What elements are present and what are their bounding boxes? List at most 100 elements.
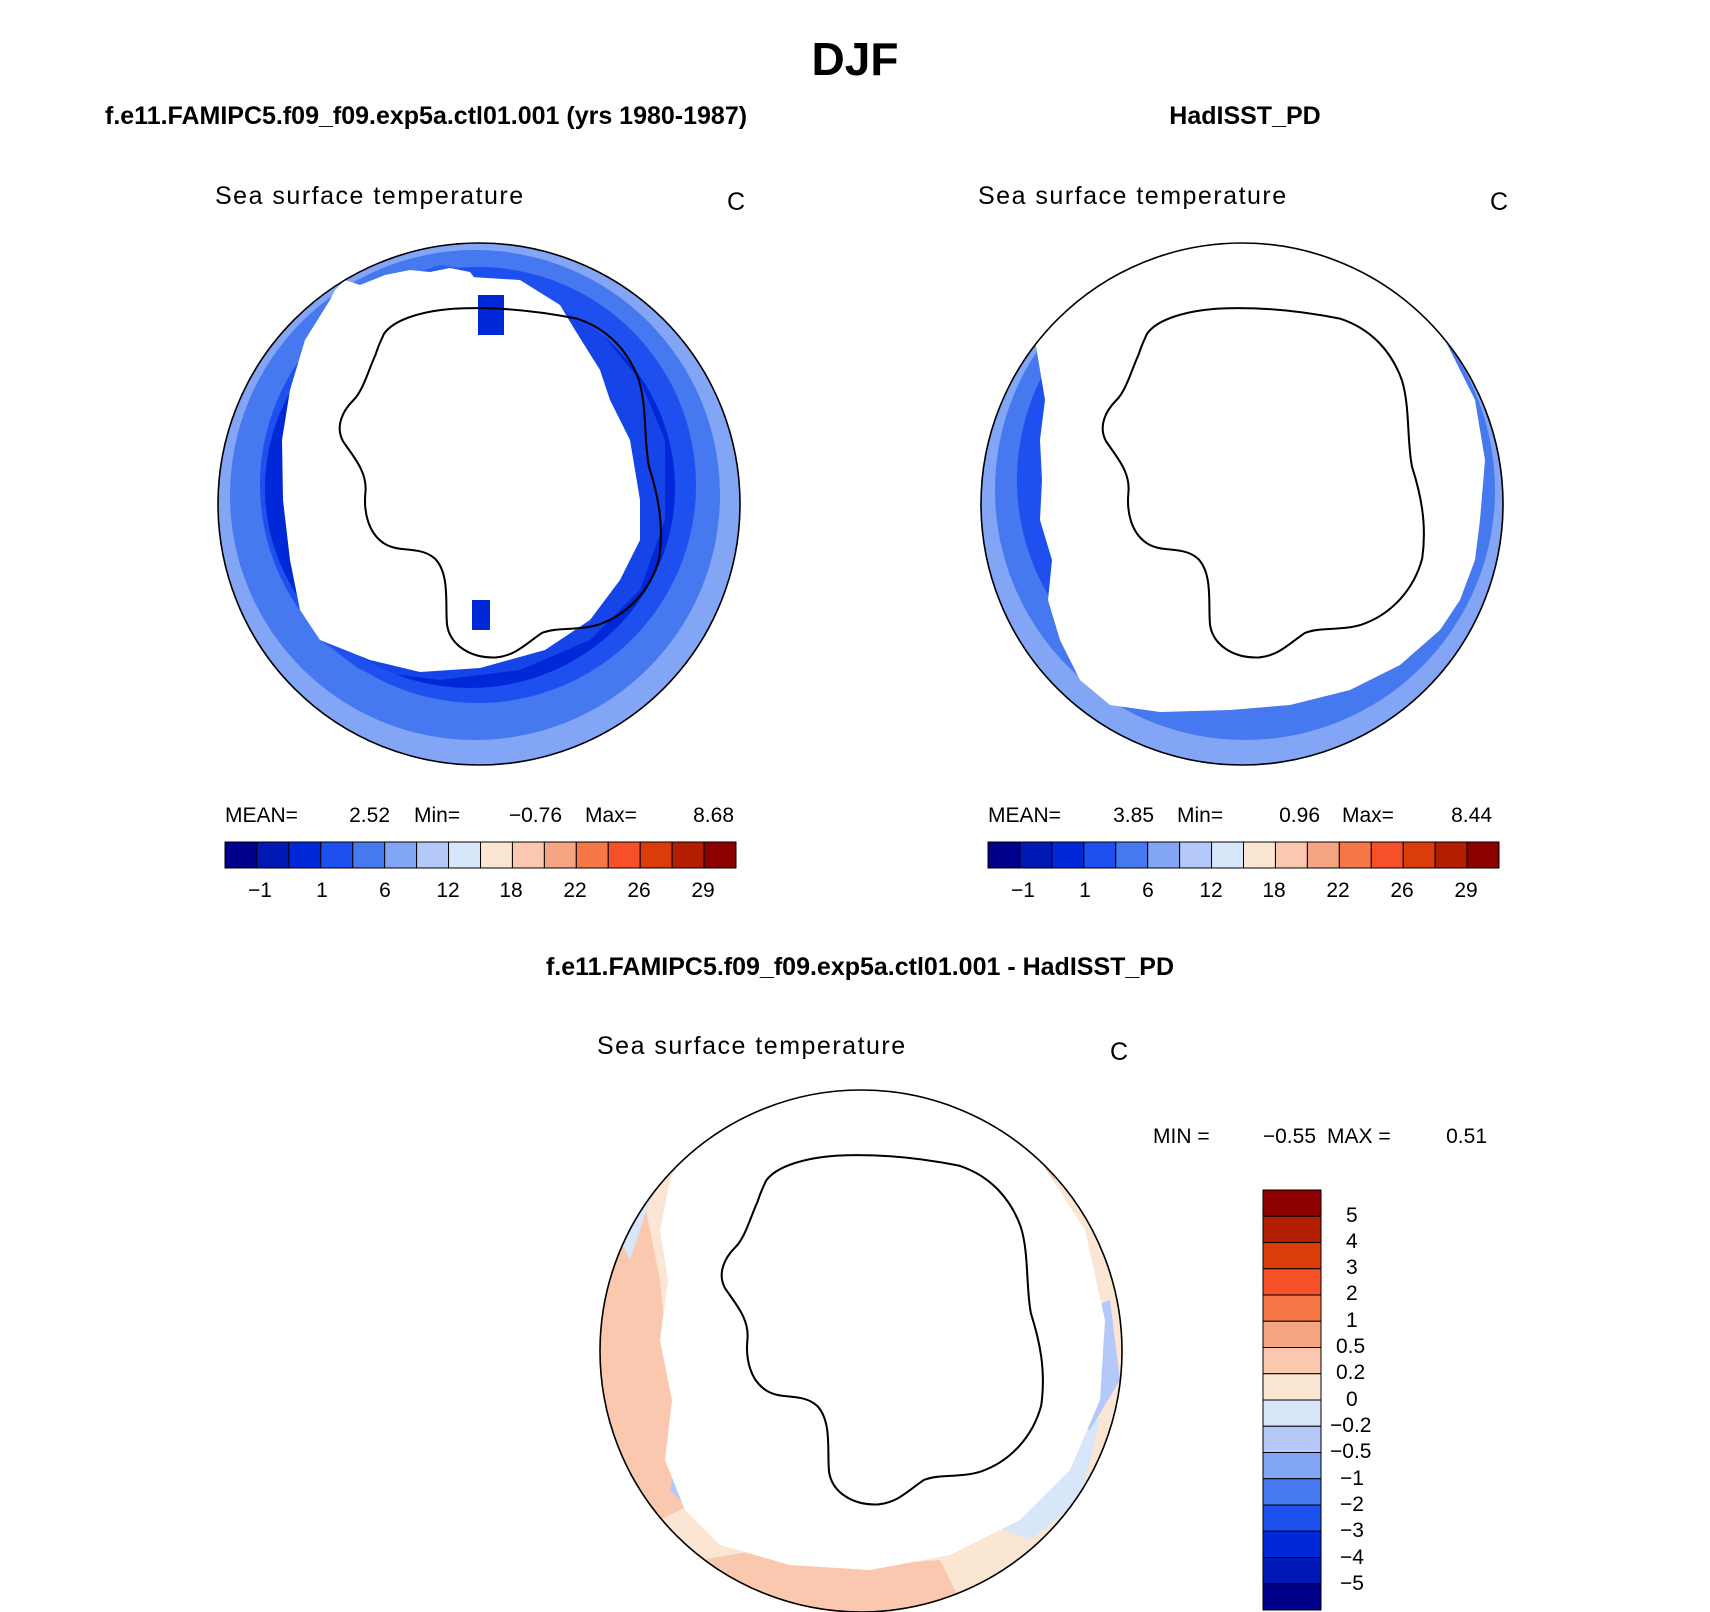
colorbar-swatch bbox=[448, 841, 481, 869]
polar-map-diff bbox=[599, 1089, 1123, 1612]
colorbar-swatch bbox=[1262, 1320, 1322, 1348]
colorbar-obs bbox=[987, 841, 1500, 869]
colorbar-swatch bbox=[1262, 1189, 1322, 1217]
tick-label: 26 bbox=[627, 879, 650, 902]
max-label: MAX = bbox=[1327, 1125, 1391, 1148]
colorbar-swatch bbox=[1306, 841, 1340, 869]
figure-title: DJF bbox=[812, 33, 899, 85]
colorbar-swatch bbox=[1262, 1242, 1322, 1270]
polar-map-obs bbox=[980, 242, 1504, 766]
tick-label: −1 bbox=[1011, 879, 1035, 902]
polar-map-model bbox=[217, 242, 741, 766]
tick-label: 22 bbox=[563, 879, 586, 902]
colorbar-swatch bbox=[1262, 1530, 1322, 1558]
tick-label: 18 bbox=[499, 879, 522, 902]
colorbar-swatch bbox=[511, 841, 545, 869]
tick-label: 29 bbox=[691, 879, 714, 902]
max-value: 8.44 bbox=[1451, 804, 1492, 827]
colorbar-swatch bbox=[352, 841, 386, 869]
colorbar-swatch bbox=[543, 841, 577, 869]
colorbar-swatch bbox=[1262, 1294, 1322, 1322]
panel-obs-header: HadISST_PD bbox=[1169, 102, 1320, 130]
colorbar-swatch bbox=[671, 841, 705, 869]
colorbar-swatch bbox=[1262, 1504, 1322, 1532]
colorbar-swatch bbox=[480, 841, 513, 869]
panel-model-units: C bbox=[727, 188, 745, 216]
mean-value: 2.52 bbox=[349, 804, 390, 827]
colorbar-swatch bbox=[703, 841, 737, 869]
tick-label: 1 bbox=[1346, 1309, 1358, 1332]
tick-label: 0.2 bbox=[1336, 1361, 1365, 1384]
tick-label: 0 bbox=[1346, 1388, 1358, 1411]
colorbar-swatch bbox=[416, 841, 450, 869]
colorbar-swatch bbox=[1466, 841, 1500, 869]
tick-label: 5 bbox=[1346, 1204, 1358, 1227]
tick-label: −0.5 bbox=[1330, 1440, 1371, 1463]
max-label: Max= bbox=[585, 804, 637, 827]
max-label: Max= bbox=[1342, 804, 1394, 827]
colorbar-swatch bbox=[1262, 1268, 1322, 1296]
min-label: Min= bbox=[1177, 804, 1223, 827]
colorbar-swatch bbox=[607, 841, 641, 869]
min-label: MIN = bbox=[1153, 1125, 1210, 1148]
panel-model-stats: MEAN= 2.52 Min= −0.76 Max= 8.68 bbox=[225, 804, 734, 827]
panel-obs-stats: MEAN= 3.85 Min= 0.96 Max= 8.44 bbox=[988, 804, 1492, 827]
colorbar-swatch bbox=[1262, 1478, 1322, 1506]
colorbar-diff-ticks: 5 4 3 2 1 0.5 0.2 0 −0.2 −0.5 −1 −2 −3 −… bbox=[1330, 1204, 1371, 1595]
tick-label: 12 bbox=[1199, 879, 1222, 902]
colorbar-swatch bbox=[1402, 841, 1436, 869]
colorbar-obs-ticks: −1 1 6 12 18 22 26 29 bbox=[1011, 879, 1478, 902]
colorbar-swatch bbox=[1083, 841, 1117, 869]
colorbar-swatch bbox=[987, 841, 1021, 869]
colorbar-model bbox=[224, 841, 737, 869]
panel-diff: f.e11.FAMIPC5.f09_f09.exp5a.ctl01.001 - … bbox=[546, 953, 1487, 1612]
colorbar-swatch bbox=[384, 841, 418, 869]
tick-label: −4 bbox=[1340, 1546, 1364, 1569]
tick-label: −5 bbox=[1340, 1572, 1364, 1595]
tick-label: 12 bbox=[436, 879, 459, 902]
tick-label: 18 bbox=[1262, 879, 1285, 902]
tick-label: 1 bbox=[316, 879, 328, 902]
panel-model-variable: Sea surface temperature bbox=[215, 182, 525, 210]
panel-diff-header: f.e11.FAMIPC5.f09_f09.exp5a.ctl01.001 - … bbox=[546, 953, 1174, 981]
min-label: Min= bbox=[414, 804, 460, 827]
tick-label: 1 bbox=[1079, 879, 1091, 902]
tick-label: −1 bbox=[1340, 1467, 1364, 1490]
panel-obs-variable: Sea surface temperature bbox=[978, 182, 1288, 210]
mean-label: MEAN= bbox=[225, 804, 298, 827]
min-value: −0.55 bbox=[1263, 1125, 1316, 1148]
colorbar-swatch bbox=[1115, 841, 1149, 869]
colorbar-swatch bbox=[575, 841, 609, 869]
panel-diff-stats: MIN = −0.55 MAX = 0.51 bbox=[1153, 1125, 1487, 1148]
panel-model-header: f.e11.FAMIPC5.f09_f09.exp5a.ctl01.001 (y… bbox=[105, 102, 747, 130]
tick-label: −1 bbox=[248, 879, 272, 902]
colorbar-swatch bbox=[288, 841, 322, 869]
panel-obs: HadISST_PD Sea surface temperature C MEA… bbox=[978, 102, 1508, 902]
colorbar-swatch bbox=[1370, 841, 1404, 869]
colorbar-swatch bbox=[1274, 841, 1308, 869]
tick-label: −3 bbox=[1340, 1519, 1364, 1542]
colorbar-swatch bbox=[1051, 841, 1085, 869]
colorbar-swatch bbox=[1262, 1215, 1322, 1243]
mean-value: 3.85 bbox=[1113, 804, 1154, 827]
panel-model: f.e11.FAMIPC5.f09_f09.exp5a.ctl01.001 (y… bbox=[105, 102, 747, 902]
tick-label: 2 bbox=[1346, 1282, 1358, 1305]
tick-label: −0.2 bbox=[1330, 1414, 1371, 1437]
tick-label: 6 bbox=[379, 879, 391, 902]
colorbar-swatch bbox=[1262, 1373, 1322, 1401]
colorbar-swatch bbox=[1338, 841, 1372, 869]
mean-label: MEAN= bbox=[988, 804, 1061, 827]
tick-label: 6 bbox=[1142, 879, 1154, 902]
colorbar-swatch bbox=[1243, 841, 1276, 869]
tick-label: 26 bbox=[1390, 879, 1413, 902]
colorbar-diff bbox=[1262, 1189, 1322, 1611]
tick-label: 4 bbox=[1346, 1230, 1358, 1253]
panel-diff-variable: Sea surface temperature bbox=[597, 1032, 907, 1060]
colorbar-swatch bbox=[1434, 841, 1468, 869]
colorbar-model-ticks: −1 1 6 12 18 22 26 29 bbox=[248, 879, 715, 902]
colorbar-swatch bbox=[1262, 1399, 1322, 1427]
colorbar-swatch bbox=[1179, 841, 1213, 869]
panel-diff-units: C bbox=[1110, 1038, 1128, 1066]
colorbar-swatch bbox=[1262, 1557, 1322, 1585]
colorbar-swatch bbox=[1019, 841, 1053, 869]
